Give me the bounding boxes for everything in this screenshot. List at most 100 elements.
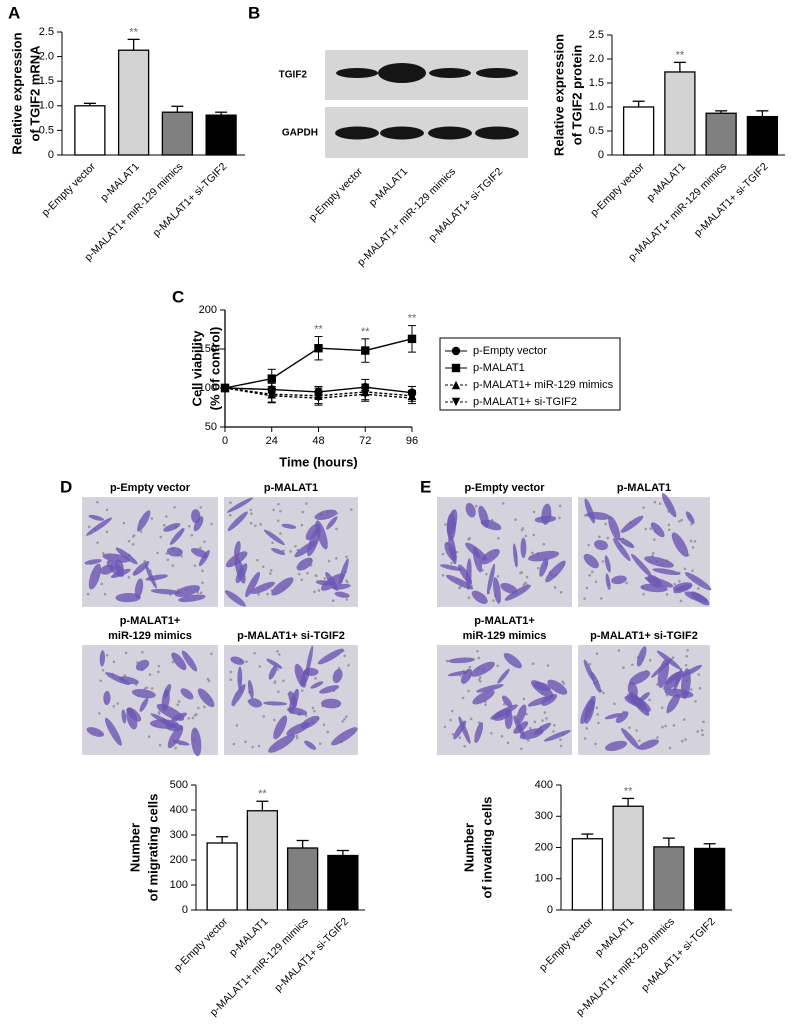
blot-band: [335, 126, 379, 140]
cell: [319, 685, 340, 694]
series-line: [224, 387, 413, 399]
x-tick-label: 24: [266, 435, 278, 447]
marker: [267, 391, 276, 400]
debris: [295, 734, 299, 738]
debris: [441, 552, 445, 556]
cell: [583, 553, 599, 569]
panel-label: E: [420, 477, 431, 496]
debris: [469, 717, 473, 721]
debris: [667, 523, 671, 527]
debris: [166, 558, 170, 562]
debris: [327, 559, 331, 563]
y-tick-label: 2.0: [589, 53, 604, 65]
cell: [644, 556, 674, 568]
annotation: **: [129, 26, 138, 38]
debris: [532, 533, 536, 537]
debris: [271, 541, 274, 545]
debris: [525, 712, 528, 716]
micrograph-cells: [224, 497, 353, 607]
y-tick-label: 100: [170, 879, 188, 891]
marker: [361, 346, 370, 355]
cell: [132, 561, 150, 576]
cell: [476, 684, 504, 693]
y-tick-label: 50: [205, 421, 217, 433]
debris: [542, 542, 546, 546]
debris: [165, 552, 168, 555]
cell: [103, 690, 111, 706]
debris: [199, 506, 203, 509]
cell: [121, 709, 127, 724]
x-tick-label: p-MALAT1: [98, 160, 142, 204]
micrograph-caption: p-MALAT1+: [120, 615, 181, 627]
y-axis-label: Relative expression: [9, 32, 24, 154]
series-line: [224, 387, 413, 397]
marker: [361, 390, 370, 399]
debris: [176, 703, 180, 706]
debris: [661, 725, 664, 729]
debris: [484, 703, 487, 707]
debris: [116, 702, 119, 705]
micrograph-cells: [86, 650, 215, 757]
debris: [277, 690, 280, 694]
x-tick-label: p-Empty vector: [172, 915, 231, 974]
debris: [193, 713, 197, 717]
cell: [88, 514, 105, 521]
cell: [605, 740, 628, 752]
cell: [190, 727, 202, 757]
micrograph-cells: [583, 492, 712, 606]
blot-lane-label: p-Empty vector: [307, 165, 366, 224]
bar: [622, 106, 655, 156]
debris: [105, 508, 109, 512]
blot-row-label: TGIF2: [279, 70, 308, 81]
debris: [266, 592, 269, 596]
debris: [190, 533, 194, 537]
cell: [504, 709, 513, 730]
bar: [161, 111, 194, 156]
debris: [685, 655, 689, 658]
debris: [559, 738, 562, 742]
cell: [497, 668, 510, 684]
debris: [187, 524, 191, 528]
debris: [450, 561, 453, 565]
bar: [206, 842, 238, 911]
debris: [313, 590, 316, 594]
x-tick-label: p-MALAT1+ si-TGIF2: [692, 160, 771, 239]
debris: [449, 718, 452, 722]
debris: [345, 598, 349, 601]
cell: [230, 656, 245, 665]
debris: [522, 697, 526, 701]
panel-label: A: [8, 3, 20, 22]
debris: [250, 512, 253, 515]
cell: [281, 523, 297, 529]
debris: [476, 649, 479, 653]
bar: [286, 847, 319, 911]
debris: [673, 582, 677, 586]
cell: [268, 734, 295, 753]
debris: [258, 665, 262, 668]
marker: [407, 334, 417, 344]
debris: [602, 691, 605, 695]
cell: [171, 712, 187, 722]
legend-label: p-MALAT1+ si-TGIF2: [473, 396, 577, 408]
debris: [598, 535, 601, 539]
cell: [137, 510, 151, 531]
bar: [117, 49, 150, 156]
cell: [321, 698, 342, 709]
debris: [514, 518, 517, 522]
debris: [680, 739, 684, 743]
cell: [630, 553, 653, 578]
bar: [327, 854, 359, 911]
debris: [331, 599, 335, 603]
cell: [684, 591, 709, 603]
cell: [180, 688, 194, 700]
debris: [697, 673, 701, 676]
debris: [259, 523, 262, 526]
cell: [118, 676, 139, 685]
debris: [664, 724, 667, 728]
cell: [126, 707, 142, 722]
cell: [446, 513, 456, 541]
legend-marker: [451, 380, 461, 390]
debris: [210, 522, 213, 526]
debris: [124, 651, 128, 655]
x-tick-label: p-MALAT1+ si-TGIF2: [151, 160, 230, 239]
